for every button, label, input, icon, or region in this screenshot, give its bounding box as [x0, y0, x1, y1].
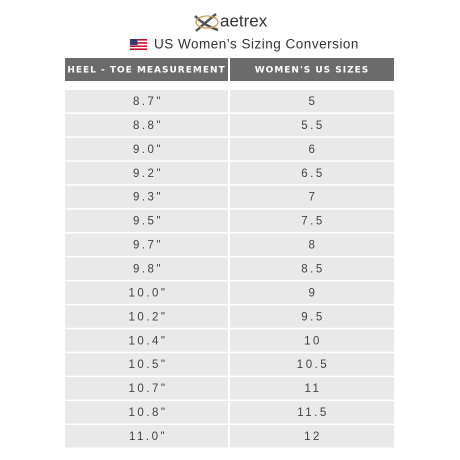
measurement: 9.0" — [133, 144, 163, 156]
table-cell — [230, 281, 394, 304]
table-cell — [230, 113, 394, 137]
table-cell — [65, 185, 228, 209]
table-cell — [230, 209, 394, 233]
table-cell — [230, 401, 394, 424]
measurement: 8.7" — [133, 96, 163, 108]
measurement: 9.8" — [133, 264, 163, 276]
table-cell — [65, 137, 228, 161]
table-cell — [230, 305, 394, 328]
size: 9 — [309, 287, 318, 299]
table-cell — [230, 137, 394, 161]
size: 10 — [304, 335, 322, 347]
measurement: 10.7" — [129, 383, 168, 395]
us-flag — [129, 38, 148, 51]
table-cell — [65, 281, 228, 304]
size: 5 — [309, 96, 318, 108]
table-cell — [65, 161, 228, 185]
size: 12 — [304, 431, 322, 443]
measurement: 9.5" — [133, 216, 163, 228]
table-cell — [65, 329, 228, 352]
table-cell — [230, 233, 394, 257]
table-cell — [230, 257, 394, 280]
column-header: HEEL - TOE MEASUREMENT — [67, 66, 225, 76]
size: 10.5 — [297, 359, 329, 371]
size: 11.5 — [297, 407, 329, 419]
table-cell — [230, 377, 394, 400]
size: 5.5 — [301, 120, 325, 132]
table-cell — [230, 161, 394, 185]
table-cell — [65, 425, 228, 448]
size: 8 — [309, 240, 318, 252]
table-cell — [65, 377, 228, 400]
table-cell — [230, 185, 394, 209]
measurement: 10.0" — [129, 287, 168, 299]
title: US Women’s Sizing Conversion — [154, 37, 359, 52]
header-cell — [65, 58, 228, 81]
size: 9.5 — [301, 311, 325, 323]
measurement: 11.0" — [129, 431, 167, 443]
column-header: WOMEN'S US SIZES — [255, 66, 370, 76]
table-cell — [230, 425, 394, 448]
table-cell — [230, 353, 394, 376]
table-cell — [65, 209, 228, 233]
measurement: 9.2" — [133, 168, 163, 180]
table-cell — [65, 233, 228, 257]
size: 11 — [305, 383, 322, 395]
measurement: 10.5" — [129, 359, 168, 371]
table-cell — [65, 401, 228, 424]
measurement: 10.4" — [129, 335, 168, 347]
table-cell — [65, 305, 228, 328]
logo-text: aetrex — [220, 11, 268, 30]
size: 8.5 — [301, 264, 325, 276]
measurement: 10.2" — [129, 311, 168, 323]
table-cell — [65, 90, 228, 113]
header-cell — [230, 58, 394, 81]
table-cell — [230, 329, 394, 352]
table-cell — [230, 90, 394, 113]
size: 7.5 — [301, 216, 325, 228]
size: 6 — [309, 144, 318, 156]
measurement: 9.3" — [133, 192, 163, 204]
table-cell — [65, 113, 228, 137]
measurement: 8.8" — [133, 120, 163, 132]
size: 7 — [309, 192, 318, 204]
table-cell — [65, 353, 228, 376]
measurement: 9.7" — [133, 240, 163, 252]
size: 6.5 — [301, 168, 325, 180]
table-cell — [65, 257, 228, 280]
measurement: 10.8" — [129, 407, 168, 419]
logo-icon — [194, 13, 219, 32]
